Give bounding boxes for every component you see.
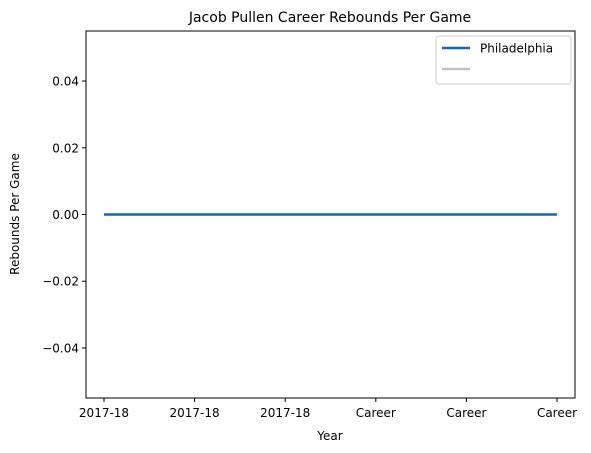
x-tick-label: 2017-18 <box>170 406 220 420</box>
x-tick-label: 2017-18 <box>79 406 129 420</box>
y-tick-label: −0.04 <box>42 341 79 355</box>
y-axis-label: Rebounds Per Game <box>8 153 22 275</box>
y-axis-ticks: −0.04 −0.02 0.00 0.02 0.04 <box>42 75 86 355</box>
legend-label-philadelphia: Philadelphia <box>480 42 553 56</box>
x-tick-label: 2017-18 <box>260 406 310 420</box>
x-tick-label: Career <box>446 406 486 420</box>
x-axis-ticks: 2017-18 2017-18 2017-18 Career Career Career <box>79 398 577 420</box>
y-tick-label: 0.02 <box>52 141 79 155</box>
x-tick-label: Career <box>537 406 577 420</box>
legend: Philadelphia <box>435 35 572 85</box>
x-axis-label: Year <box>316 429 342 443</box>
y-tick-label: 0.04 <box>52 75 79 89</box>
chart-title: Jacob Pullen Career Rebounds Per Game <box>188 10 471 26</box>
y-tick-label: −0.02 <box>42 275 79 289</box>
x-tick-label: Career <box>356 406 396 420</box>
y-tick-label: 0.00 <box>52 208 79 222</box>
plot-frame <box>85 30 576 399</box>
